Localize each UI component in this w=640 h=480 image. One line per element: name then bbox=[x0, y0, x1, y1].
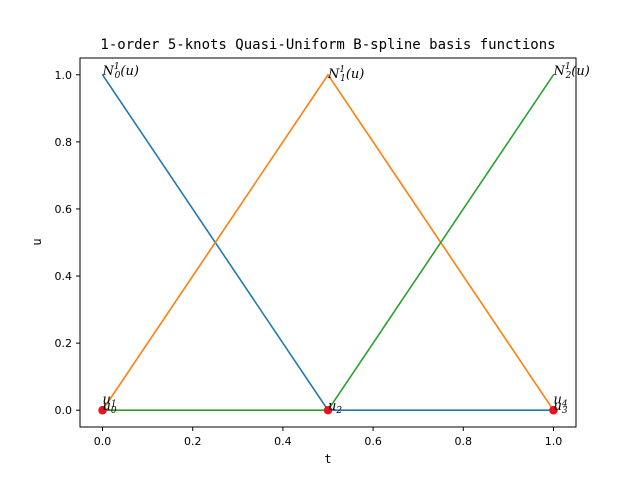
y-tick-label-1: 0.2 bbox=[55, 337, 73, 350]
y-tick-label-5: 1.0 bbox=[55, 69, 73, 82]
annotation-5: u2 bbox=[328, 399, 342, 416]
series-line-2 bbox=[102, 74, 555, 412]
y-tick-label-4: 0.8 bbox=[55, 136, 73, 149]
x-tick-label-0: 0.0 bbox=[94, 435, 112, 448]
annotation-6: u3 bbox=[553, 399, 567, 416]
plot-area bbox=[98, 73, 558, 415]
y-axis-ticks: 0.0 0.2 0.4 0.6 0.8 1.0 bbox=[55, 69, 80, 417]
x-tick-label-1: 0.2 bbox=[184, 435, 202, 448]
annotation-4: u1 bbox=[103, 393, 117, 410]
x-tick-label-2: 0.4 bbox=[274, 435, 292, 448]
annotation-7: u4 bbox=[553, 393, 567, 410]
x-tick-label-5: 1.0 bbox=[545, 435, 563, 448]
x-axis-ticks: 0.0 0.2 0.4 0.6 0.8 1.0 bbox=[94, 427, 562, 448]
x-tick-label-4: 0.8 bbox=[455, 435, 473, 448]
plot-frame bbox=[79, 57, 577, 428]
x-axis-label: t bbox=[324, 452, 331, 466]
x-tick-label-3: 0.6 bbox=[364, 435, 382, 448]
y-tick-label-3: 0.6 bbox=[55, 203, 73, 216]
annotation-3: u0 bbox=[103, 399, 117, 416]
knot-point-2 bbox=[323, 406, 333, 415]
y-tick-label-2: 0.4 bbox=[55, 270, 73, 283]
y-axis-label: u bbox=[30, 238, 44, 245]
annotation-1: N1 1(u) bbox=[327, 65, 364, 84]
knot-point-1 bbox=[98, 406, 107, 415]
annotation-2: N1 2(u) bbox=[552, 62, 589, 81]
y-tick-label-0: 0.0 bbox=[55, 404, 73, 417]
knot-point-4 bbox=[549, 406, 558, 415]
annotation-0: N1 0(u) bbox=[102, 62, 139, 81]
series-line-1 bbox=[101, 73, 555, 411]
series-line-0 bbox=[101, 74, 554, 412]
chart-title: 1-order 5-knots Quasi-Uniform B-spline b… bbox=[100, 37, 555, 53]
